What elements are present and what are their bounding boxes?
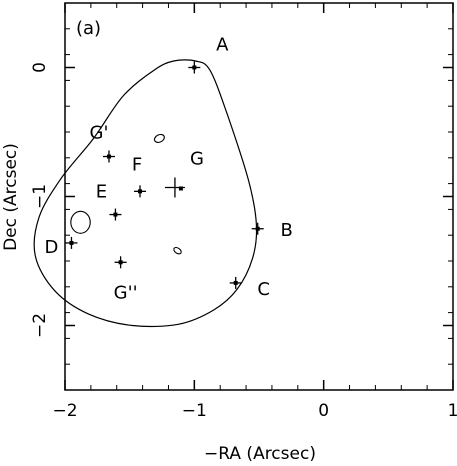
x-tick-label: −2 [52, 401, 77, 421]
image-marker-core [138, 189, 143, 194]
image-label: G' [90, 123, 109, 144]
image-marker-core [106, 154, 111, 159]
image-label: G'' [114, 282, 138, 303]
points-layer: A B C D E F G G' G'' [45, 35, 293, 304]
small-caustic-curve [70, 210, 91, 234]
x-tick-label: 0 [318, 401, 329, 421]
image-marker-core [69, 240, 74, 245]
image-label: G [190, 148, 204, 169]
image-label: D [45, 237, 59, 258]
image-marker-core [233, 280, 238, 285]
y-tick-label: −1 [30, 184, 50, 209]
image-label: B [281, 220, 293, 241]
small-caustic-curve [153, 133, 165, 143]
y-axis-label: Dec (Arcsec) [1, 143, 21, 251]
small-caustic-curve [173, 246, 182, 255]
curves-layer [33, 59, 258, 328]
image-label: A [216, 35, 229, 56]
image-marker-core [113, 212, 118, 217]
image-label: C [257, 279, 270, 300]
image-marker-core [118, 260, 123, 265]
image-label: F [132, 154, 142, 175]
panel-label: (a) [76, 18, 101, 39]
image-marker-core [178, 186, 183, 191]
image-marker-core [192, 65, 197, 70]
image-marker-core [255, 226, 260, 231]
ticks-layer: −2 −1 0 1 0 −1 −2 [30, 2, 457, 421]
y-tick-label: 0 [30, 62, 50, 73]
y-tick-label: −2 [30, 313, 50, 338]
x-axis-label: −RA (Arcsec) [204, 444, 316, 464]
plot-frame [64, 2, 454, 391]
image-label: E [96, 182, 107, 203]
x-tick-label: 1 [448, 401, 457, 421]
critical-curve [33, 59, 258, 328]
x-tick-label: −1 [182, 401, 207, 421]
